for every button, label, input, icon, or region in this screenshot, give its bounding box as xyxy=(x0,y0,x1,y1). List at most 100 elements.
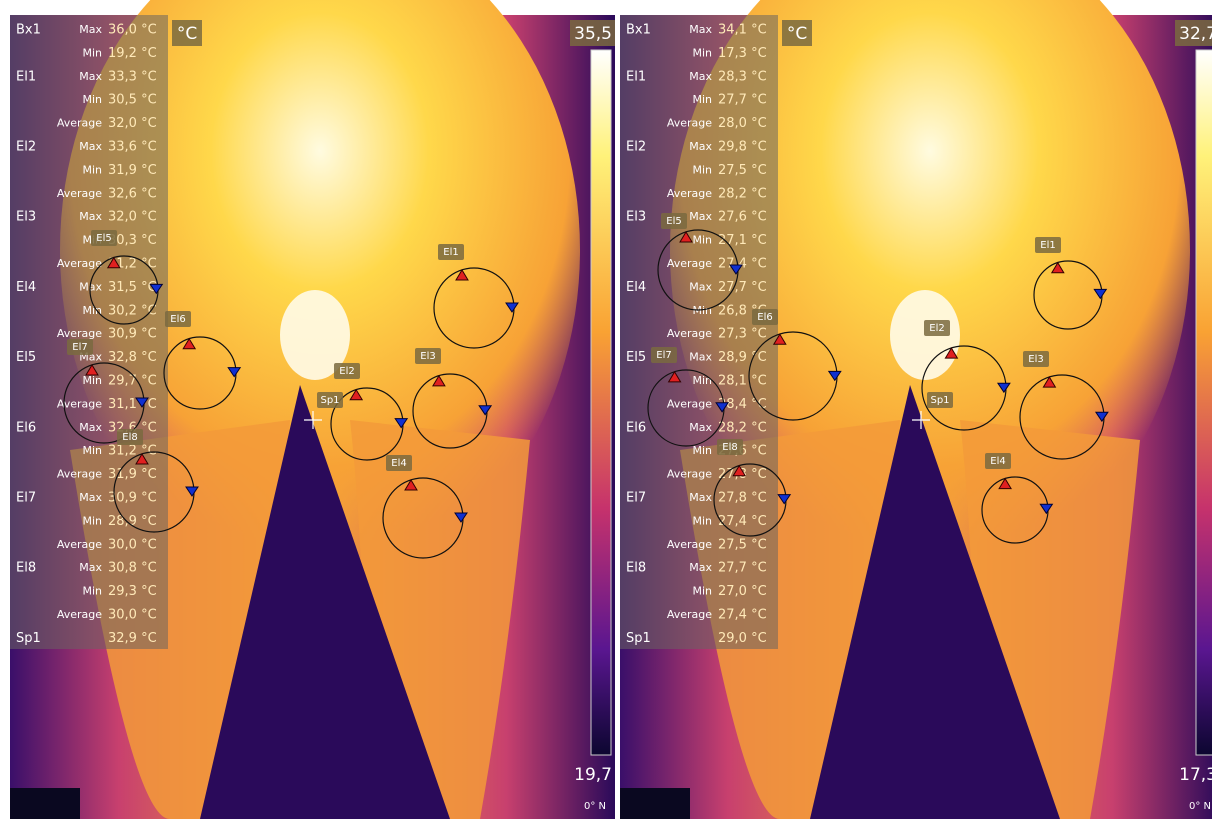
scale-min: 19,7 xyxy=(574,765,612,785)
tool-name: El6 xyxy=(16,420,36,435)
stat-value: 28,9 °C xyxy=(108,514,157,529)
stat-value: 28,2 °C xyxy=(718,420,767,435)
stat-name: Average xyxy=(57,117,102,130)
stat-value: 27,7 °C xyxy=(718,280,767,295)
stat-name: Min xyxy=(692,234,712,247)
marker-label: El2 xyxy=(339,366,354,377)
tool-name: El7 xyxy=(16,491,36,506)
stat-name: Average xyxy=(667,327,712,340)
marker-label: El7 xyxy=(72,342,87,353)
stat-name: Min xyxy=(82,444,102,457)
scale-max: 35,5 xyxy=(574,24,612,44)
stat-name: Average xyxy=(57,257,102,270)
thermal-panel: 35,519,70° N°CBx1Max36,0 °CMin19,2 °CEl1… xyxy=(10,0,615,819)
stat-name: Average xyxy=(57,327,102,340)
marker-label: El3 xyxy=(420,351,435,362)
stat-value: 28,0 °C xyxy=(718,116,767,131)
stat-value: 27,0 °C xyxy=(718,584,767,599)
stat-name: Max xyxy=(79,140,102,153)
stat-name: Min xyxy=(692,163,712,176)
stat-name: Max xyxy=(79,491,102,504)
stat-name: Min xyxy=(82,585,102,598)
marker-label: El7 xyxy=(656,350,671,361)
stat-name: Average xyxy=(667,117,712,130)
stat-name: Max xyxy=(689,561,712,574)
stat-value: 29,7 °C xyxy=(108,374,157,389)
stat-name: Max xyxy=(689,491,712,504)
stat-name: Max xyxy=(79,23,102,36)
stat-name: Average xyxy=(667,397,712,410)
stat-value: 27,5 °C xyxy=(718,163,767,178)
tool-name: Sp1 xyxy=(626,631,651,646)
stat-value: 29,3 °C xyxy=(108,584,157,599)
stat-value: 30,0 °C xyxy=(108,537,157,552)
stat-value: 30,8 °C xyxy=(108,561,157,576)
stat-name: Max xyxy=(689,210,712,223)
stat-name: Max xyxy=(79,70,102,83)
stat-name: Average xyxy=(667,187,712,200)
stat-name: Min xyxy=(82,374,102,387)
page: {"panels": [ {"unit": "°C", "scale_max":… xyxy=(0,0,1212,819)
stat-value: 27,4 °C xyxy=(718,608,767,623)
stat-name: Min xyxy=(82,514,102,527)
marker-label: El6 xyxy=(170,314,185,325)
screenshot: 35,519,70° N°CBx1Max36,0 °CMin19,2 °CEl1… xyxy=(0,0,1212,819)
tool-name: El8 xyxy=(16,561,36,576)
marker-label: El5 xyxy=(666,216,681,227)
marker-label: El6 xyxy=(757,312,772,323)
stat-value: 27,7 °C xyxy=(718,93,767,108)
stat-name: Average xyxy=(667,468,712,481)
stat-value: 32,6 °C xyxy=(108,186,157,201)
compass: 0° N xyxy=(1189,801,1211,812)
stat-value: 28,2 °C xyxy=(718,186,767,201)
stat-name: Max xyxy=(79,561,102,574)
stat-value: 27,6 °C xyxy=(718,210,767,225)
stat-value: 29,0 °C xyxy=(718,631,767,646)
stat-value: 27,7 °C xyxy=(718,561,767,576)
stat-value: 27,4 °C xyxy=(718,257,767,272)
stat-value: 30,0 °C xyxy=(108,608,157,623)
stat-name: Max xyxy=(79,421,102,434)
tool-name: El5 xyxy=(16,350,36,365)
marker-label: El1 xyxy=(1040,240,1055,251)
color-bar xyxy=(591,50,611,755)
marker-label: El5 xyxy=(96,233,111,244)
stat-name: Max xyxy=(689,421,712,434)
unit: °C xyxy=(177,24,197,44)
stat-value: 32,9 °C xyxy=(108,631,157,646)
stat-value: 32,0 °C xyxy=(108,210,157,225)
stat-name: Average xyxy=(667,538,712,551)
marker-label: El2 xyxy=(929,323,944,334)
stat-value: 36,0 °C xyxy=(108,23,157,38)
stat-value: 30,2 °C xyxy=(108,303,157,318)
stat-value: 32,0 °C xyxy=(108,116,157,131)
stat-name: Min xyxy=(82,46,102,59)
stat-value: 34,1 °C xyxy=(718,23,767,38)
stat-name: Min xyxy=(692,46,712,59)
stat-value: 28,9 °C xyxy=(718,350,767,365)
stat-value: 27,3 °C xyxy=(718,327,767,342)
stat-value: 28,3 °C xyxy=(718,69,767,84)
stat-name: Max xyxy=(79,210,102,223)
tool-name: Bx1 xyxy=(626,23,651,38)
stat-value: 27,8 °C xyxy=(718,491,767,506)
stat-name: Min xyxy=(82,163,102,176)
stat-value: 31,9 °C xyxy=(108,163,157,178)
tool-name: Bx1 xyxy=(16,23,41,38)
corner-block xyxy=(620,788,690,819)
stat-name: Min xyxy=(692,93,712,106)
stat-name: Min xyxy=(82,304,102,317)
stat-name: Min xyxy=(692,374,712,387)
tool-name: El1 xyxy=(626,69,646,84)
tool-name: El8 xyxy=(626,561,646,576)
stat-name: Min xyxy=(692,514,712,527)
scale-min: 17,3 xyxy=(1179,765,1212,785)
marker-label: Sp1 xyxy=(930,395,949,406)
tool-name: El1 xyxy=(16,69,36,84)
marker-label: El8 xyxy=(722,442,737,453)
marker-label: Sp1 xyxy=(320,395,339,406)
stat-value: 29,8 °C xyxy=(718,140,767,155)
stat-name: Average xyxy=(57,468,102,481)
tool-name: El4 xyxy=(626,280,646,295)
